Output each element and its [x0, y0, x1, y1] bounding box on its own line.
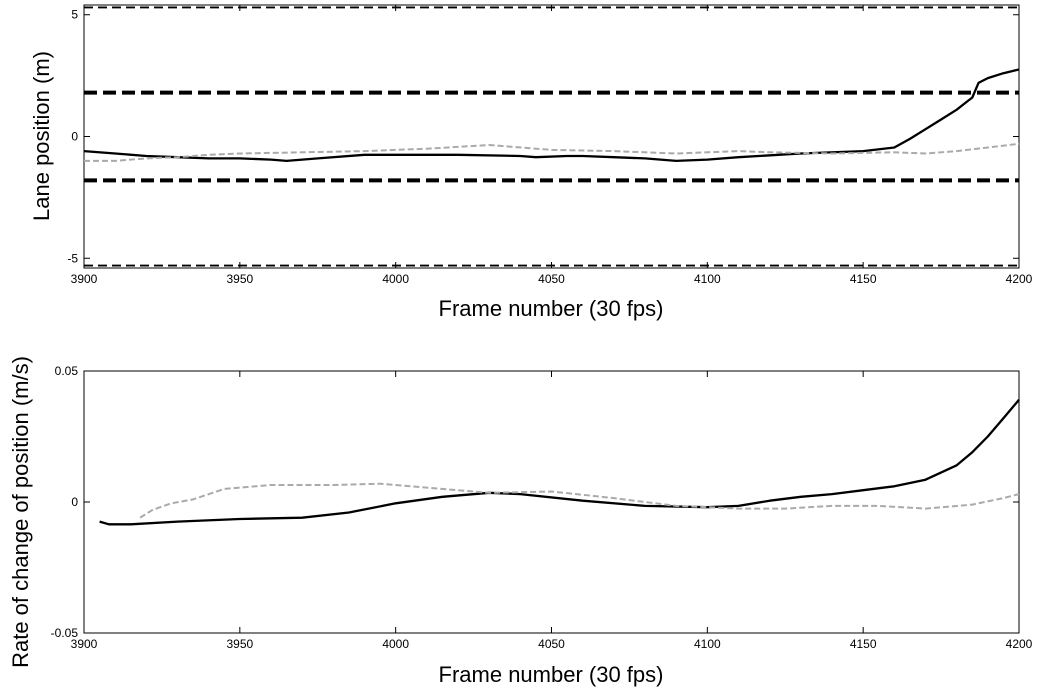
- chart-rate-of-change: 3900 3950 4000 4050 4100 4150 4200 0.05 0 -0.05 F…: [8, 356, 1033, 687]
- y-tick-label: 5: [71, 8, 78, 22]
- y-axis-label-rate-of-change: Rate of change of position (m/s): [8, 356, 33, 668]
- dashed-series-line: [84, 142, 1020, 162]
- x-tick-label: 4050: [538, 272, 565, 286]
- x-tick-label: 3900: [71, 637, 98, 651]
- series-rate-of-change: [99, 399, 1020, 526]
- y-tick-label: -5: [67, 251, 78, 265]
- x-tick-label: 4100: [694, 272, 721, 286]
- x-tick-label: 4150: [850, 637, 877, 651]
- y-tick-label: 0.05: [55, 364, 79, 378]
- y-axis-label-lane-position: Lane position (m): [29, 51, 54, 221]
- dashed-series-line: [139, 482, 1020, 519]
- plot-frame-rate-of-change: [83, 370, 1020, 634]
- x-tick-label: 4050: [538, 637, 565, 651]
- x-tick-label: 4000: [382, 637, 409, 651]
- x-tick-label: 3950: [226, 637, 253, 651]
- x-axis-label-rate-of-change: Frame number (30 fps): [439, 662, 664, 687]
- reference-lines-lane-position: [84, 6, 1019, 267]
- x-axis-label-lane-position: Frame number (30 fps): [439, 296, 664, 321]
- x-tick-label: 4150: [850, 272, 877, 286]
- solid-series-line: [83, 68, 1020, 163]
- x-tick-label: 4200: [1006, 272, 1033, 286]
- x-tick-label: 3900: [71, 272, 98, 286]
- plot-frame-lane-position: [83, 4, 1020, 269]
- ticks-lane-position: 3900 3950 4000 4050 4100 4150 4200 5 0 -5: [67, 5, 1033, 286]
- chart-lane-position: 3900 3950 4000 4050 4100 4150 4200 5 0 -5 Frame n…: [29, 4, 1033, 321]
- x-tick-label: 4200: [1006, 637, 1033, 651]
- ticks-rate-of-change: 3900 3950 4000 4050 4100 4150 4200 0.05 0 -0.05: [51, 364, 1033, 651]
- x-tick-label: 4100: [694, 637, 721, 651]
- y-tick-label: 0: [71, 130, 78, 144]
- y-tick-label: 0: [71, 495, 78, 509]
- series-lane-position: [83, 68, 1020, 163]
- y-tick-label: -0.05: [51, 626, 79, 640]
- x-tick-label: 3950: [226, 272, 253, 286]
- x-tick-label: 4000: [382, 272, 409, 286]
